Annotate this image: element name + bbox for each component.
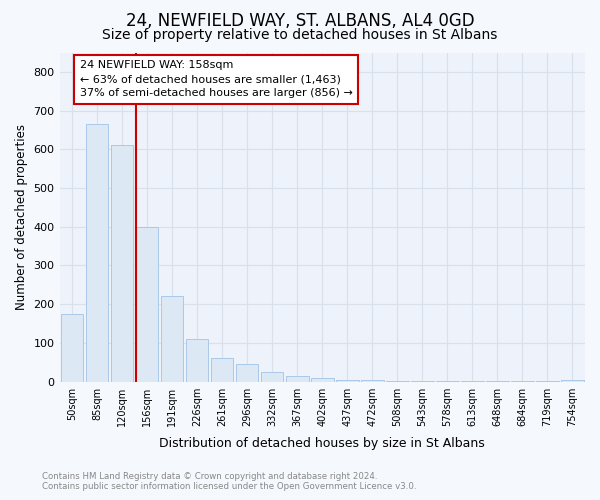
Bar bbox=[136, 227, 158, 382]
Text: Size of property relative to detached houses in St Albans: Size of property relative to detached ho… bbox=[103, 28, 497, 42]
Bar bbox=[386, 381, 409, 382]
Bar bbox=[211, 358, 233, 382]
Text: 24, NEWFIELD WAY, ST. ALBANS, AL4 0GD: 24, NEWFIELD WAY, ST. ALBANS, AL4 0GD bbox=[125, 12, 475, 30]
X-axis label: Distribution of detached houses by size in St Albans: Distribution of detached houses by size … bbox=[160, 437, 485, 450]
Bar bbox=[261, 372, 283, 382]
Text: Contains HM Land Registry data © Crown copyright and database right 2024.
Contai: Contains HM Land Registry data © Crown c… bbox=[42, 472, 416, 491]
Bar bbox=[336, 380, 359, 382]
Bar bbox=[286, 376, 308, 382]
Bar bbox=[61, 314, 83, 382]
Bar bbox=[186, 339, 208, 382]
Text: 24 NEWFIELD WAY: 158sqm
← 63% of detached houses are smaller (1,463)
37% of semi: 24 NEWFIELD WAY: 158sqm ← 63% of detache… bbox=[80, 60, 352, 98]
Bar bbox=[161, 296, 184, 382]
Bar bbox=[111, 146, 133, 382]
Bar bbox=[311, 378, 334, 382]
Y-axis label: Number of detached properties: Number of detached properties bbox=[15, 124, 28, 310]
Bar bbox=[361, 380, 383, 382]
Bar bbox=[561, 380, 584, 382]
Bar bbox=[236, 364, 259, 382]
Bar bbox=[86, 124, 109, 382]
